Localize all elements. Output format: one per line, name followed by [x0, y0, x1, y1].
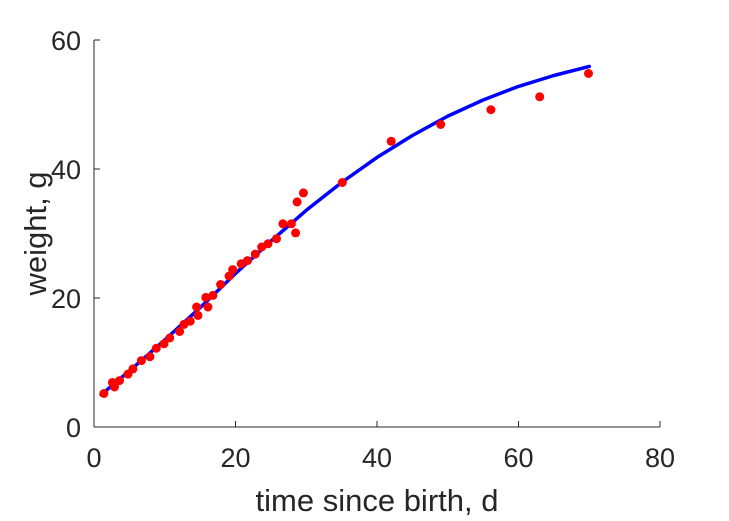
tick-labels: 0 20 40 60 80 0 20 40 60 — [51, 26, 675, 473]
data-point — [298, 188, 308, 198]
data-point — [584, 69, 593, 78]
data-point — [115, 376, 124, 386]
data-point — [128, 364, 138, 374]
x-tick-label: 80 — [645, 443, 675, 473]
data-point — [250, 249, 260, 259]
data-point — [228, 265, 238, 275]
data-point — [175, 327, 185, 336]
x-tick-label: 60 — [503, 443, 533, 473]
data-point — [337, 178, 347, 187]
axes — [93, 39, 661, 428]
data-point — [216, 280, 226, 289]
data-point — [243, 256, 252, 266]
data-point — [192, 302, 202, 312]
y-tick-label: 60 — [51, 26, 81, 56]
data-point — [159, 339, 169, 349]
data-point — [272, 234, 281, 244]
data-point — [99, 389, 109, 398]
data-point — [185, 316, 195, 326]
y-tick-label: 20 — [51, 284, 81, 314]
data-point — [278, 219, 288, 229]
data-point — [165, 333, 175, 343]
data-point — [193, 310, 203, 320]
fit-curve-layer — [99, 64, 592, 397]
data-point — [286, 219, 296, 229]
data-point — [486, 105, 496, 115]
data-point — [110, 382, 119, 392]
data-point — [203, 302, 213, 312]
x-tick-label: 0 — [86, 443, 101, 473]
x-tick-label: 20 — [220, 443, 250, 473]
data-point — [263, 239, 273, 249]
data-point — [386, 136, 396, 146]
y-axis-label: weight, g — [18, 171, 53, 296]
x-tick-label: 40 — [362, 443, 392, 473]
y-tick-label: 40 — [51, 155, 81, 185]
data-point — [136, 356, 146, 366]
x-axis-label: time since birth, d — [256, 483, 499, 518]
data-points-layer — [99, 69, 593, 398]
data-point — [151, 343, 161, 353]
fit-curve — [99, 64, 592, 397]
data-point — [145, 352, 155, 362]
data-point — [208, 290, 218, 300]
data-point — [436, 120, 446, 129]
data-point — [291, 228, 301, 238]
y-tick-label: 0 — [66, 413, 81, 443]
data-point — [292, 197, 302, 207]
data-point — [535, 92, 545, 102]
data-point — [201, 292, 211, 302]
